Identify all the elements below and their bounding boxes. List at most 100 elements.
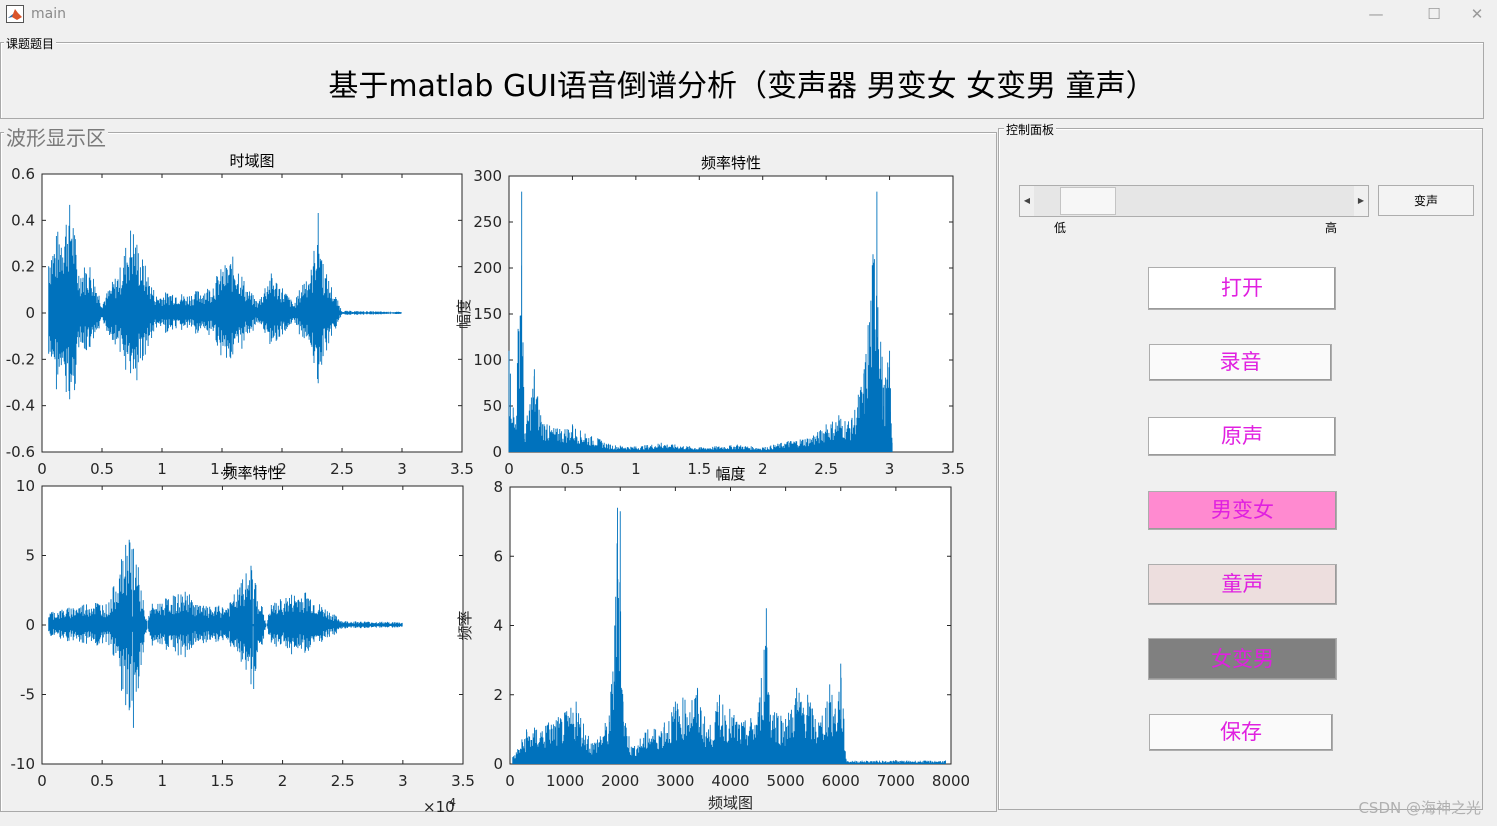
series-line xyxy=(512,507,946,764)
x-tick-label: 0 xyxy=(505,772,515,790)
maximize-button[interactable]: ☐ xyxy=(1427,5,1441,23)
series-line xyxy=(48,539,403,728)
y-tick-label: -0.2 xyxy=(6,350,35,368)
y-tick-label: 0 xyxy=(25,616,35,634)
window-title: main xyxy=(31,6,66,22)
x-tick-label: 0 xyxy=(37,772,47,790)
x-tick-label: 3 xyxy=(398,772,408,790)
x-tick-label: 0.5 xyxy=(560,460,584,478)
y-tick-label: 0 xyxy=(25,304,35,322)
x-tick-label: 2 xyxy=(758,460,768,478)
series-line xyxy=(508,191,893,452)
x-exponent-label: 4 xyxy=(449,796,456,809)
y-tick-label: -0.4 xyxy=(6,397,35,415)
close-button[interactable]: ✕ xyxy=(1470,5,1484,23)
x-tick-label: 3 xyxy=(397,460,407,478)
x-tick-label: 0.5 xyxy=(90,772,114,790)
x-tick-label: 1.5 xyxy=(210,772,234,790)
y-tick-label: 0.4 xyxy=(11,211,35,229)
x-tick-label: 3.5 xyxy=(941,460,965,478)
slider-left-arrow-icon[interactable]: ◀ xyxy=(1020,186,1034,216)
y-axis-label: 幅度 xyxy=(455,299,473,329)
record-button[interactable]: 录音 xyxy=(1149,344,1332,381)
x-axis-label: 频域图 xyxy=(708,794,753,812)
topic-panel-label: 课题题目 xyxy=(4,35,57,52)
minimize-button[interactable]: — xyxy=(1368,5,1384,23)
original-voice-button[interactable]: 原声 xyxy=(1148,417,1336,456)
slider-high-label: 高 xyxy=(1325,221,1338,235)
y-tick-label: 2 xyxy=(493,686,503,704)
x-tick-label: 8000 xyxy=(932,772,970,790)
x-tick-label: 0 xyxy=(37,460,47,478)
watermark: CSDN @海神之光 xyxy=(1358,799,1481,817)
x-tick-label: 2.5 xyxy=(330,460,354,478)
y-tick-label: 150 xyxy=(473,305,502,323)
y-tick-label: -0.6 xyxy=(6,443,35,461)
x-tick-label: 3000 xyxy=(656,772,694,790)
plot-series-4 xyxy=(512,507,946,764)
x-multiplier-label: ×10 xyxy=(423,798,455,816)
control-panel-label: 控制面板 xyxy=(1004,121,1057,138)
series-line xyxy=(48,204,402,400)
plot-series-2 xyxy=(508,191,893,452)
x-tick-label: 2.5 xyxy=(814,460,838,478)
plot-title: 频率特性 xyxy=(701,154,761,172)
y-tick-label: 5 xyxy=(25,547,35,565)
y-tick-label: -5 xyxy=(20,686,35,704)
y-tick-label: 8 xyxy=(493,478,503,496)
slider-right-arrow-icon[interactable]: ▶ xyxy=(1354,186,1368,216)
save-button[interactable]: 保存 xyxy=(1149,714,1333,751)
x-tick-label: 3.5 xyxy=(451,772,475,790)
plot-title: 幅度 xyxy=(715,465,745,483)
open-button[interactable]: 打开 xyxy=(1148,267,1336,310)
x-tick-label: 1 xyxy=(158,772,168,790)
x-tick-label: 2000 xyxy=(601,772,639,790)
y-tick-label: 100 xyxy=(473,351,502,369)
y-tick-label: 250 xyxy=(473,213,502,231)
control-panel: 控制面板 xyxy=(998,121,1483,810)
x-tick-label: 4000 xyxy=(711,772,749,790)
slider-thumb[interactable] xyxy=(1060,187,1117,215)
child-voice-button[interactable]: 童声 xyxy=(1148,564,1337,605)
y-tick-label: 50 xyxy=(483,397,502,415)
y-tick-label: 4 xyxy=(493,617,503,635)
window-titlebar: main — ☐ ✕ xyxy=(0,0,1497,30)
y-tick-label: -10 xyxy=(11,755,36,773)
x-tick-label: 0.5 xyxy=(90,460,114,478)
plot-series-3 xyxy=(48,539,403,728)
plot-title: 频率特性 xyxy=(222,464,282,482)
topic-title: 基于matlab GUI语音倒谱分析（变声器 男变女 女变男 童声） xyxy=(328,69,1156,104)
x-tick-label: 1 xyxy=(157,460,167,478)
y-tick-label: 6 xyxy=(493,547,503,565)
y-tick-label: 10 xyxy=(16,477,35,495)
y-tick-label: 200 xyxy=(473,259,502,277)
voice-change-button[interactable]: 变声 xyxy=(1378,185,1474,216)
x-tick-label: 1.5 xyxy=(210,460,234,478)
plots-area: 0 0.5 1 1.5 2 2.5 3 3.5 0.6 0.4 0.2 0 -0.2 -0.4 -0.6 时域… xyxy=(6,152,970,816)
plot-series-1 xyxy=(48,204,402,400)
x-tick-label: 2 xyxy=(278,772,288,790)
male-to-female-button[interactable]: 男变女 xyxy=(1148,491,1337,530)
y-tick-label: 0 xyxy=(492,443,502,461)
waveform-panel-label: 波形显示区 xyxy=(4,122,108,151)
x-tick-label: 3.5 xyxy=(450,460,474,478)
x-tick-label: 2 xyxy=(277,460,287,478)
x-tick-label: 1.5 xyxy=(687,460,711,478)
matlab-app-icon xyxy=(6,5,24,23)
female-to-male-button[interactable]: 女变男 xyxy=(1148,638,1337,680)
x-tick-label: 0 xyxy=(504,460,514,478)
plot-axes-4 xyxy=(509,486,952,765)
y-tick-label: 0.6 xyxy=(11,165,35,183)
pitch-slider[interactable]: ◀ ▶ xyxy=(1019,185,1369,217)
y-axis-label: 频率 xyxy=(456,610,474,640)
x-tick-label: 3 xyxy=(885,460,895,478)
x-tick-label: 2.5 xyxy=(331,772,355,790)
slider-low-label: 低 xyxy=(1054,221,1067,235)
x-tick-label: 1 xyxy=(631,460,641,478)
y-tick-label: 300 xyxy=(473,167,502,185)
topic-panel: 课题题目 基于matlab GUI语音倒谱分析（变声器 男变女 女变男 童声） xyxy=(0,35,1484,119)
x-tick-label: 6000 xyxy=(822,772,860,790)
y-tick-label: 0.2 xyxy=(11,258,35,276)
x-tick-label: 1000 xyxy=(546,772,584,790)
x-tick-label: 5000 xyxy=(767,772,805,790)
